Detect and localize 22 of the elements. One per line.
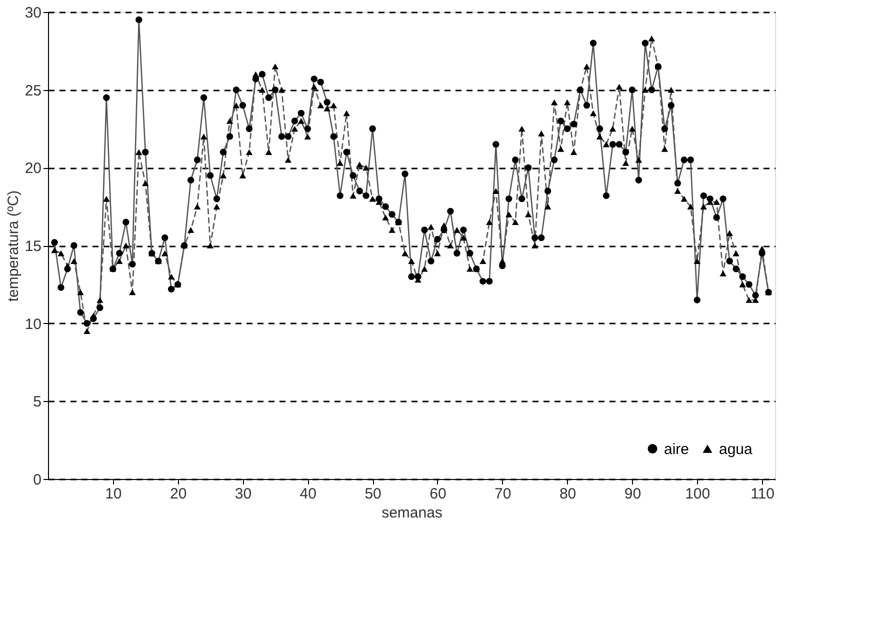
x-tick-label: 70 xyxy=(494,486,512,502)
y-tick-label: 5 xyxy=(33,394,42,411)
x-tick-label: 30 xyxy=(234,486,252,502)
y-tick-label: 20 xyxy=(24,160,42,178)
y-tick-label: 0 xyxy=(33,472,42,488)
x-tick-label: 10 xyxy=(105,486,122,502)
x-tick-label: 40 xyxy=(300,486,316,502)
y-tick-label: 10 xyxy=(24,316,42,333)
x-tick-label: 80 xyxy=(559,486,576,502)
y-axis-title: temperatura (ºC) xyxy=(4,190,22,302)
x-tick-label: 90 xyxy=(624,486,642,502)
legend-label: agua xyxy=(719,440,754,458)
x-tick-label: 20 xyxy=(170,486,187,502)
x-axis-title: semanas xyxy=(382,504,442,522)
x-tick-label: 60 xyxy=(430,486,446,502)
x-tick-label: 100 xyxy=(685,486,710,502)
x-tick-label: 50 xyxy=(364,486,382,502)
y-tick-label: 30 xyxy=(24,4,42,22)
y-tick-label: 15 xyxy=(24,238,42,255)
y-tick-label: 25 xyxy=(24,82,42,100)
legend-label: aire xyxy=(664,440,690,458)
x-tick-label: 110 xyxy=(750,486,774,502)
